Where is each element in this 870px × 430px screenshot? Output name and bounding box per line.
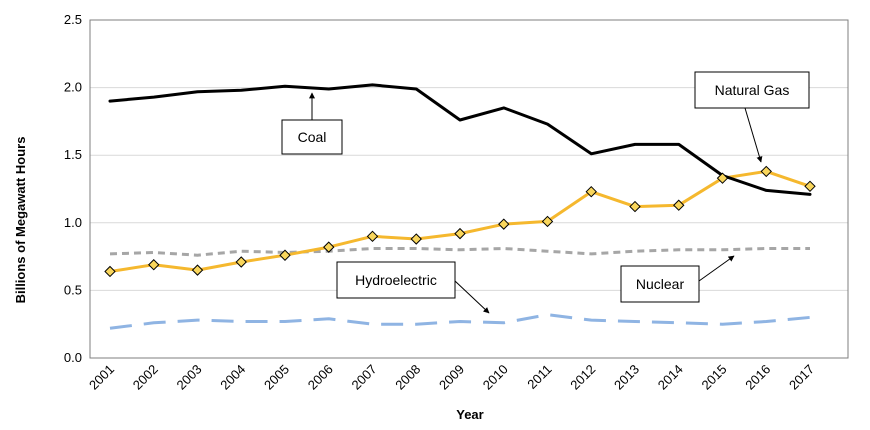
data-point-marker (585, 185, 597, 198)
y-tick-label: 2.5 (64, 12, 82, 27)
data-point-marker (629, 200, 641, 213)
y-tick-label: 2.0 (64, 80, 82, 95)
x-tick-label: 2013 (611, 362, 642, 393)
y-tick-label: 0.0 (64, 350, 82, 365)
x-tick-label: 2003 (174, 362, 205, 393)
data-point-marker (454, 227, 466, 240)
x-tick-label: 2009 (436, 362, 467, 393)
natural-gas-callout-arrow (744, 107, 763, 163)
x-tick-label: 2005 (261, 362, 292, 393)
hydroelectric-callout-arrow (454, 280, 490, 314)
x-tick-label: 2012 (567, 362, 598, 393)
x-tick-label: 2016 (742, 362, 773, 393)
series-line-nuclear (109, 247, 810, 257)
y-axis-title: Billions of Megawatt Hours (13, 137, 28, 304)
data-point-marker (498, 218, 510, 230)
x-tick-label: 2006 (305, 362, 336, 393)
data-point-marker (279, 249, 291, 261)
data-point-marker (804, 180, 816, 193)
data-point-marker (410, 233, 422, 245)
x-tick-label: 2002 (130, 362, 161, 393)
markers (104, 165, 816, 278)
series-line-hydroelectric (109, 313, 811, 330)
nuclear-callout-label: Nuclear (636, 276, 685, 292)
x-axis: 2001 2002 2003 2004 2005 2006 2007 2008 2009 2010… (86, 362, 817, 393)
hydroelectric-callout-label: Hydroelectric (355, 272, 437, 288)
x-tick-label: 2008 (392, 362, 423, 393)
natural-gas-callout-box (694, 71, 810, 109)
x-tick-label: 2004 (217, 362, 248, 393)
coal-callout-box (281, 119, 343, 155)
data-point-marker (235, 256, 247, 268)
x-tick-label: 2007 (349, 362, 380, 393)
nuclear-callout-box (620, 265, 700, 303)
x-tick-label: 2017 (786, 362, 817, 393)
data-point-marker (366, 230, 379, 243)
series-line-coal (108, 83, 812, 196)
y-tick-label: 1.0 (64, 215, 82, 230)
data-point-marker (541, 215, 554, 228)
x-tick-label: 2015 (699, 362, 730, 393)
series-lines (108, 83, 812, 330)
data-point-marker (760, 165, 772, 178)
nuclear-callout-arrow (698, 255, 735, 282)
callouts: Coal Natural Gas Hydroelectric Nuclear (281, 71, 810, 314)
series-line-natural-gas (108, 169, 812, 273)
data-point-marker (323, 241, 335, 253)
data-point-marker (104, 265, 116, 278)
x-tick-label: 2011 (524, 362, 554, 392)
plot-area (89, 19, 849, 359)
x-tick-label: 2010 (480, 362, 511, 393)
hydroelectric-callout-box (336, 261, 456, 299)
data-point-marker (148, 259, 160, 271)
data-point-marker (716, 172, 729, 184)
coal-callout-label: Coal (298, 129, 327, 145)
x-tick-label: 2001 (86, 362, 117, 393)
y-axis: 0.0 0.5 1.0 1.5 2.0 2.5 (64, 12, 82, 365)
x-axis-title: Year (456, 407, 483, 422)
y-tick-label: 1.5 (64, 147, 82, 162)
x-tick-label: 2014 (655, 362, 686, 393)
y-tick-label: 0.5 (64, 282, 82, 297)
data-point-marker (191, 264, 204, 276)
natural-gas-callout-label: Natural Gas (715, 82, 790, 98)
data-point-marker (673, 199, 685, 211)
